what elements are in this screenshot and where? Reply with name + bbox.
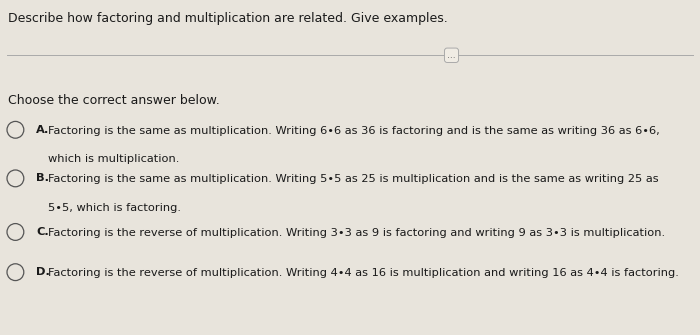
Text: Factoring is the same as multiplication. Writing 6•6 as 36 is factoring and is t: Factoring is the same as multiplication.… [48, 126, 659, 136]
Text: Describe how factoring and multiplication are related. Give examples.: Describe how factoring and multiplicatio… [8, 12, 448, 25]
Text: which is multiplication.: which is multiplication. [48, 154, 179, 164]
Text: Factoring is the same as multiplication. Writing 5•5 as 25 is multiplication and: Factoring is the same as multiplication.… [48, 174, 658, 184]
Text: 5•5, which is factoring.: 5•5, which is factoring. [48, 203, 181, 213]
Text: D.: D. [36, 267, 50, 277]
Text: Factoring is the reverse of multiplication. Writing 3•3 as 9 is factoring and wr: Factoring is the reverse of multiplicati… [48, 228, 665, 238]
Text: A.: A. [36, 125, 50, 135]
Text: C.: C. [36, 227, 49, 237]
Text: Choose the correct answer below.: Choose the correct answer below. [8, 94, 220, 107]
Text: ...: ... [447, 51, 456, 60]
Text: Factoring is the reverse of multiplication. Writing 4•4 as 16 is multiplication : Factoring is the reverse of multiplicati… [48, 268, 678, 278]
Text: B.: B. [36, 174, 50, 183]
